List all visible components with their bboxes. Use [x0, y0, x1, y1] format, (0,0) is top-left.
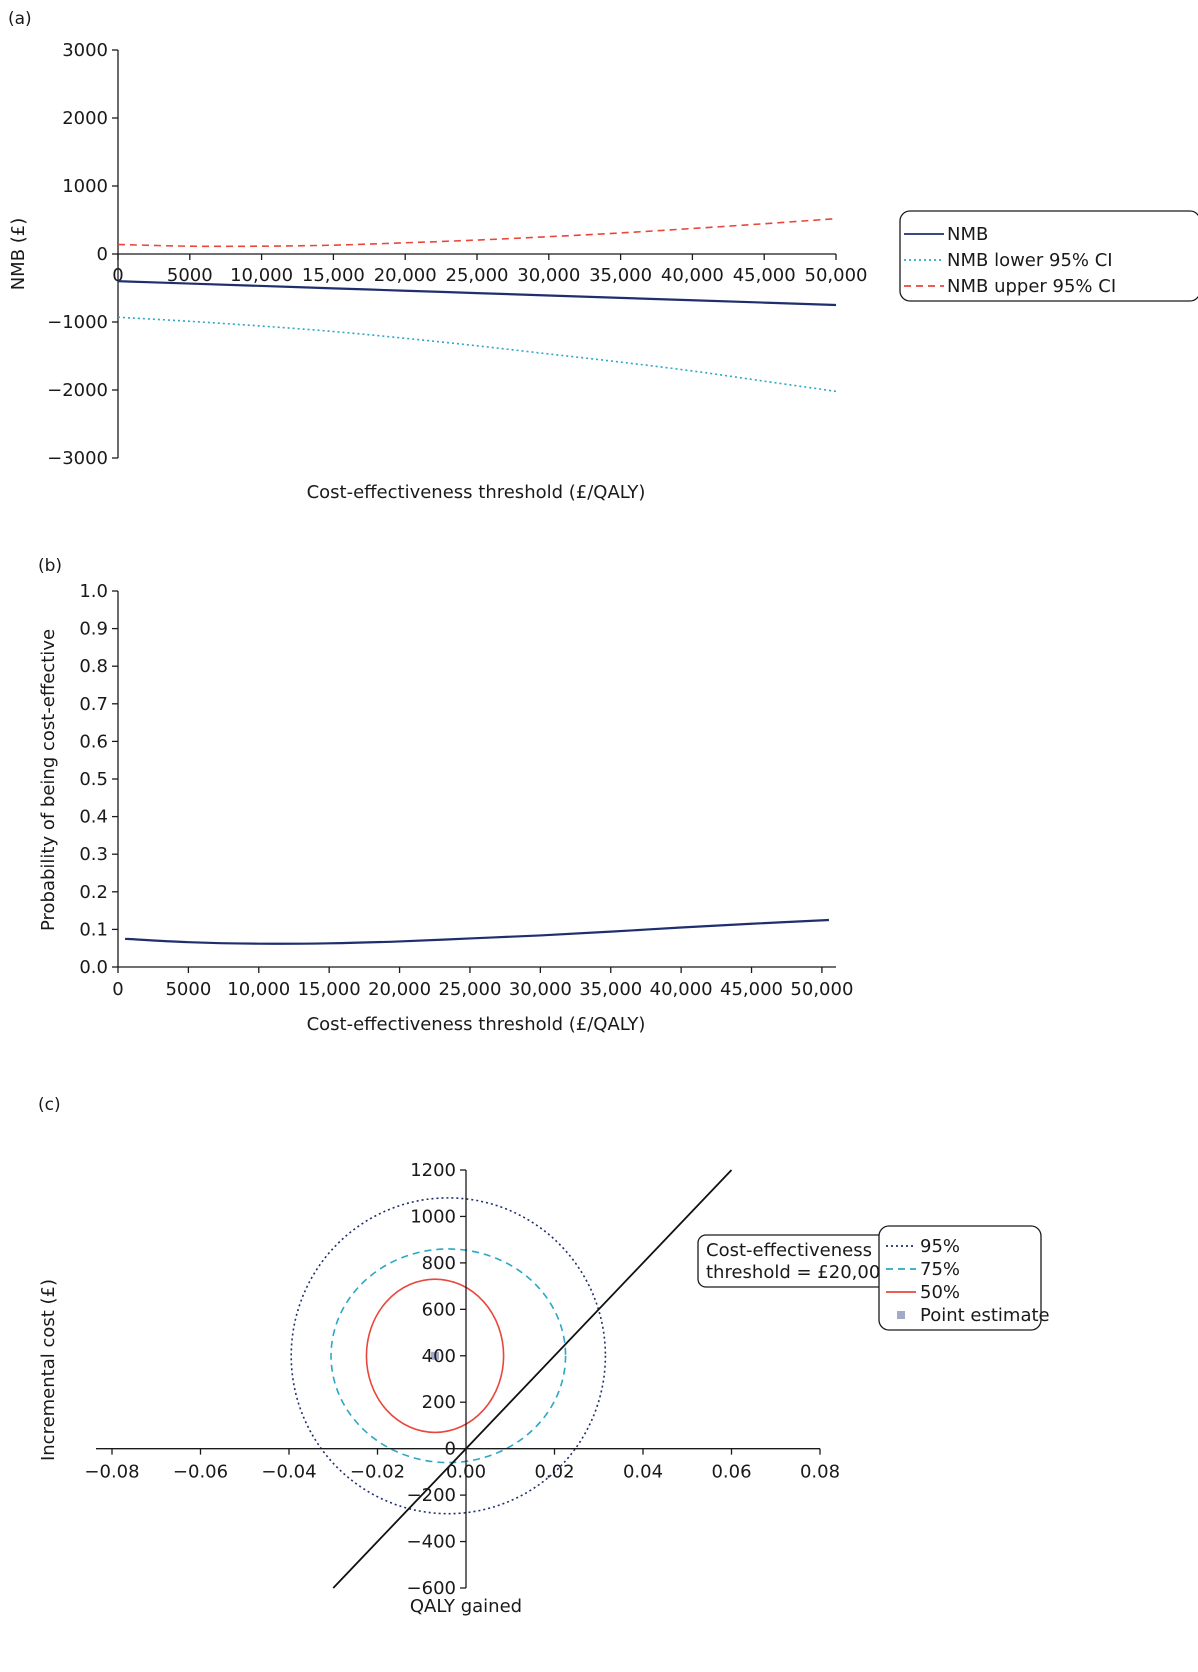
x-tick-label-b: 0 [112, 979, 123, 1000]
threshold-line [332, 1169, 733, 1589]
legend-label-c-3: Point estimate [920, 1305, 1050, 1326]
x-tick-label-c: 0.00 [446, 1462, 486, 1483]
x-tick-label-c: −0.02 [350, 1462, 405, 1483]
y-tick-label-a: 1000 [62, 176, 108, 197]
y-tick-label-c: 0 [445, 1439, 456, 1460]
x-axis-label-b: Cost-effectiveness threshold (£/QALY) [307, 1014, 646, 1035]
y-tick-label-a: −2000 [47, 380, 108, 401]
y-axis-label-a: NMB (£) [8, 218, 29, 291]
x-tick-label-c: −0.08 [84, 1462, 139, 1483]
panel-label-b: (b) [38, 556, 62, 576]
legend-label-a-0: NMB [947, 224, 988, 245]
y-tick-label-b: 0.0 [79, 957, 108, 978]
x-tick-label-c: 0.02 [534, 1462, 574, 1483]
ellipse-50pct [365, 1278, 505, 1434]
legend-label-c-0: 95% [920, 1236, 960, 1257]
legend-swatch-c-3 [897, 1311, 905, 1319]
legend-label-c-1: 75% [920, 1259, 960, 1280]
x-tick-label-a: 0 [112, 265, 123, 286]
y-tick-label-a: 2000 [62, 108, 108, 129]
legend-label-a-1: NMB lower 95% CI [947, 250, 1113, 271]
ellipse-75pct [330, 1248, 567, 1464]
x-tick-label-c: 0.08 [800, 1462, 840, 1483]
y-axis-label-c: Incremental cost (£) [38, 1279, 59, 1461]
x-tick-label-b: 5000 [165, 979, 211, 1000]
y-tick-label-a: −1000 [47, 312, 108, 333]
x-axis-label-a: Cost-effectiveness threshold (£/QALY) [307, 482, 646, 503]
x-tick-label-a: 5000 [167, 265, 213, 286]
x-axis-label-c: QALY gained [410, 1596, 522, 1617]
x-tick-label-c: −0.04 [261, 1462, 316, 1483]
x-tick-label-a: 35,000 [589, 265, 652, 286]
y-tick-label-b: 1.0 [79, 581, 108, 602]
x-tick-label-a: 10,000 [230, 265, 293, 286]
ellipse-95pct [290, 1197, 607, 1515]
y-tick-label-b: 0.7 [79, 694, 108, 715]
y-tick-label-b: 0.6 [79, 731, 108, 752]
x-tick-label-b: 15,000 [298, 979, 361, 1000]
y-tick-label-c: 1200 [410, 1160, 456, 1181]
x-tick-label-b: 30,000 [509, 979, 572, 1000]
y-tick-label-a: 0 [97, 244, 108, 265]
y-tick-label-b: 0.5 [79, 769, 108, 790]
x-tick-label-a: 15,000 [302, 265, 365, 286]
legend-box-a [899, 210, 1198, 302]
y-tick-label-b: 0.4 [79, 807, 108, 828]
panel-label-c: (c) [38, 1095, 61, 1115]
y-tick-label-a: 3000 [62, 40, 108, 61]
x-tick-label-a: 20,000 [374, 265, 437, 286]
y-tick-label-b: 0.2 [79, 882, 108, 903]
x-tick-label-b: 50,000 [790, 979, 853, 1000]
y-tick-label-c: −400 [407, 1532, 456, 1553]
legend-label-c-2: 50% [920, 1282, 960, 1303]
x-tick-label-b: 20,000 [368, 979, 431, 1000]
x-tick-label-b: 25,000 [438, 979, 501, 1000]
series-line-a-2 [117, 217, 837, 248]
y-tick-label-b: 0.8 [79, 656, 108, 677]
y-tick-label-b: 0.1 [79, 919, 108, 940]
point-estimate-marker [431, 1351, 440, 1360]
x-tick-label-a: 40,000 [661, 265, 724, 286]
series-line-a-0 [117, 280, 837, 307]
y-tick-label-c: 800 [422, 1253, 456, 1274]
legend-label-a-2: NMB upper 95% CI [947, 276, 1116, 297]
series-line-b-0 [124, 918, 830, 945]
x-tick-label-b: 40,000 [650, 979, 713, 1000]
y-tick-label-a: −3000 [47, 448, 108, 469]
x-tick-label-c: 0.06 [711, 1462, 751, 1483]
x-tick-label-c: −0.06 [173, 1462, 228, 1483]
y-axis-label-b: Probability of being cost-effective [38, 629, 59, 931]
y-tick-label-b: 0.3 [79, 844, 108, 865]
x-tick-label-a: 50,000 [805, 265, 868, 286]
y-tick-label-c: 200 [422, 1392, 456, 1413]
y-tick-label-c: −200 [407, 1485, 456, 1506]
annotation-text-0: Cost-effectiveness [706, 1240, 872, 1261]
y-tick-label-b: 0.9 [79, 619, 108, 640]
y-tick-label-c: 600 [422, 1299, 456, 1320]
panel-label-a: (a) [8, 9, 32, 29]
y-tick-label-c: 1000 [410, 1206, 456, 1227]
y-tick-label-c: −600 [407, 1578, 456, 1599]
legend-box-c [878, 1225, 1042, 1331]
x-tick-label-b: 10,000 [227, 979, 290, 1000]
x-tick-label-b: 35,000 [579, 979, 642, 1000]
x-tick-label-a: 30,000 [517, 265, 580, 286]
series-line-a-1 [117, 316, 837, 393]
x-tick-label-a: 45,000 [733, 265, 796, 286]
x-tick-label-a: 25,000 [446, 265, 509, 286]
y-tick-label-c: 400 [422, 1346, 456, 1367]
x-tick-label-c: 0.04 [623, 1462, 663, 1483]
x-tick-label-b: 45,000 [720, 979, 783, 1000]
